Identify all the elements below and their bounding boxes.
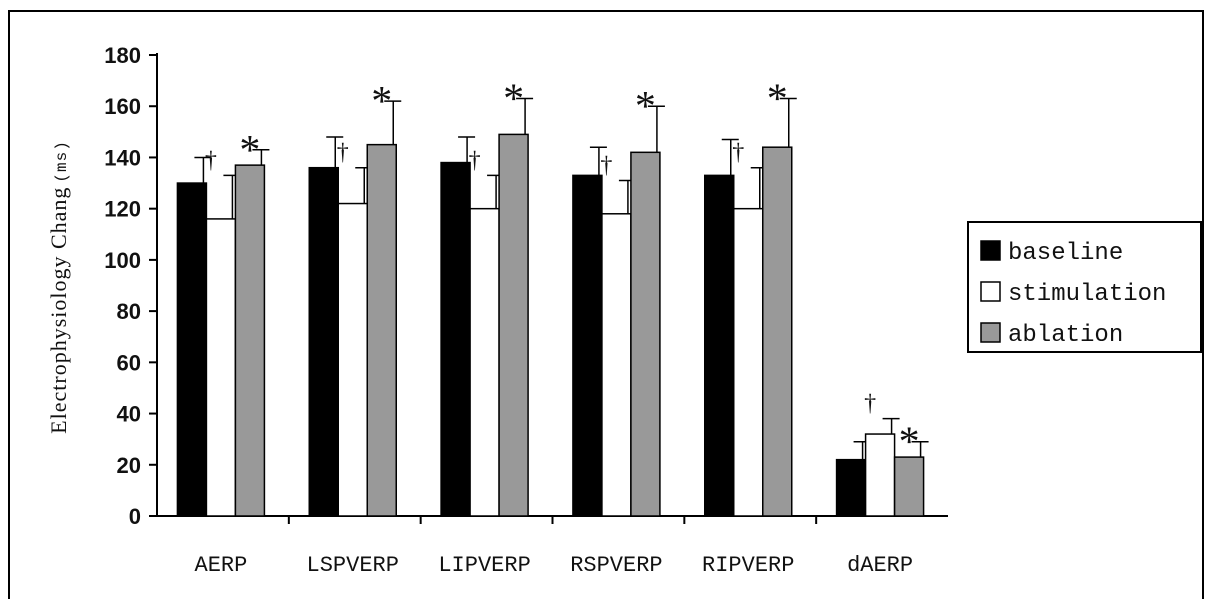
y-tick-label: 100 bbox=[104, 248, 141, 273]
bar-baseline bbox=[440, 161, 471, 517]
y-tick-label: 60 bbox=[117, 350, 141, 375]
bar-ablation bbox=[630, 151, 661, 517]
y-axis-label: Electrophysiology Chang(ms) bbox=[46, 140, 71, 434]
bar-ablation bbox=[234, 164, 266, 517]
bars bbox=[176, 97, 929, 517]
y-tick-label: 80 bbox=[117, 299, 141, 324]
significance-dagger: † bbox=[864, 391, 876, 417]
bar-ablation bbox=[762, 146, 793, 517]
significance-dagger: † bbox=[732, 140, 744, 166]
bar-baseline bbox=[308, 166, 339, 517]
x-tick-label: LSPVERP bbox=[307, 553, 399, 578]
legend-swatch-ablation bbox=[980, 322, 1001, 343]
bar-baseline bbox=[704, 174, 735, 517]
legend: baseline stimulation ablation bbox=[967, 221, 1202, 353]
bar-ablation bbox=[366, 143, 397, 517]
bar-stimulation bbox=[601, 213, 632, 517]
y-tick-label: 0 bbox=[129, 504, 141, 529]
bar-baseline bbox=[572, 174, 603, 517]
bar-stimulation bbox=[337, 202, 368, 517]
x-tick-label: LIPVERP bbox=[438, 553, 530, 578]
legend-label-stimulation: stimulation bbox=[1008, 281, 1166, 308]
x-tick-label: RIPVERP bbox=[702, 553, 794, 578]
significance-asterisk: * bbox=[767, 77, 788, 123]
y-tick-label: 20 bbox=[117, 453, 141, 478]
bar-baseline bbox=[176, 182, 208, 517]
x-tick-label: RSPVERP bbox=[570, 553, 662, 578]
significance-dagger: † bbox=[205, 147, 217, 173]
y-tick-label: 120 bbox=[104, 197, 141, 222]
bar-baseline bbox=[835, 458, 867, 517]
significance-asterisk: * bbox=[503, 77, 524, 123]
axes bbox=[149, 53, 948, 524]
bar-stimulation bbox=[469, 207, 500, 517]
x-tick-label: AERP bbox=[195, 553, 248, 578]
y-tick-label: 140 bbox=[104, 145, 141, 170]
significance-asterisk: * bbox=[371, 79, 392, 125]
y-tick-label: 40 bbox=[117, 402, 141, 427]
bar-ablation bbox=[893, 456, 925, 517]
legend-label-ablation: ablation bbox=[1008, 322, 1123, 349]
chart-frame bbox=[8, 10, 1204, 599]
significance-dagger: † bbox=[600, 152, 612, 178]
legend-swatch-stimulation bbox=[980, 281, 1001, 302]
y-tick-label: 160 bbox=[104, 94, 141, 119]
bar-stimulation bbox=[733, 207, 764, 517]
significance-dagger: † bbox=[469, 147, 481, 173]
y-tick-label: 180 bbox=[104, 43, 141, 68]
legend-box bbox=[967, 221, 1202, 353]
labels: 0 20 40 60 80 100 120 140 160 180 † * AERP † * LSPVERP †… bbox=[104, 43, 919, 578]
significance-dagger: † bbox=[337, 140, 349, 166]
bar-stimulation bbox=[205, 218, 237, 517]
significance-asterisk: * bbox=[239, 128, 260, 174]
legend-swatch-baseline bbox=[980, 240, 1001, 261]
legend-label-baseline: baseline bbox=[1008, 240, 1123, 267]
significance-asterisk: * bbox=[635, 84, 656, 130]
bar-stimulation bbox=[864, 433, 896, 517]
significance-asterisk: * bbox=[899, 420, 920, 466]
x-tick-label: dAERP bbox=[847, 553, 913, 578]
bar-ablation bbox=[498, 133, 529, 517]
